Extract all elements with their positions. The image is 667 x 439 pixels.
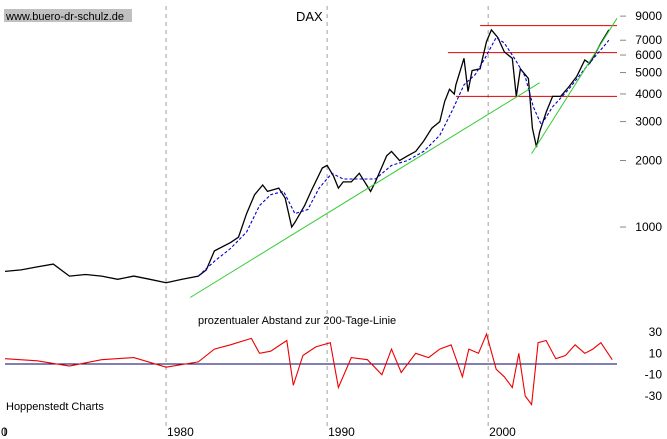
oscillator-layer — [4, 332, 617, 406]
series-price-0 — [4, 28, 610, 284]
watermark-text: www.buero-dr-schulz.de — [5, 11, 124, 23]
osc-y-tick-1: 10 — [649, 346, 663, 360]
y-tick-9000: 9000 — [635, 9, 662, 23]
resistance-lines — [447, 25, 617, 97]
osc-y-tick-2: -10 — [645, 368, 663, 382]
footer-source: Hoppenstedt Charts — [6, 401, 104, 413]
osc-y-tick-3: -30 — [645, 389, 663, 403]
gridlines — [4, 6, 489, 436]
chart-title: DAX — [296, 9, 323, 24]
series-layer — [4, 18, 618, 298]
series-trendline-2 — [189, 82, 540, 298]
x-tick-1990: 1990 — [328, 425, 355, 439]
y-tick-7000: 7000 — [635, 33, 662, 47]
x-tick-2000: 2000 — [489, 425, 516, 439]
y-tick-6000: 6000 — [635, 48, 662, 62]
oscillator-title: prozentualer Abstand zur 200-Tage-Linie — [198, 315, 396, 327]
series-trendline-3 — [531, 18, 618, 154]
y-tick-3000: 3000 — [635, 115, 662, 129]
y-tick-1000: 1000 — [635, 220, 662, 234]
x-tick-labels: 0 1980 1990 2000 — [1, 425, 516, 439]
y-tick-5000: 5000 — [635, 66, 662, 80]
x-tick-0: 0 — [1, 425, 8, 439]
x-tick-1980: 1980 — [167, 425, 194, 439]
y-tick-2000: 2000 — [635, 154, 662, 168]
osc-y-tick-0: 30 — [649, 325, 663, 339]
watermark-background — [4, 9, 132, 22]
series-moving-average-1 — [197, 36, 610, 277]
y-tick-4000: 4000 — [635, 87, 662, 101]
series-oscillator-0 — [4, 332, 613, 406]
